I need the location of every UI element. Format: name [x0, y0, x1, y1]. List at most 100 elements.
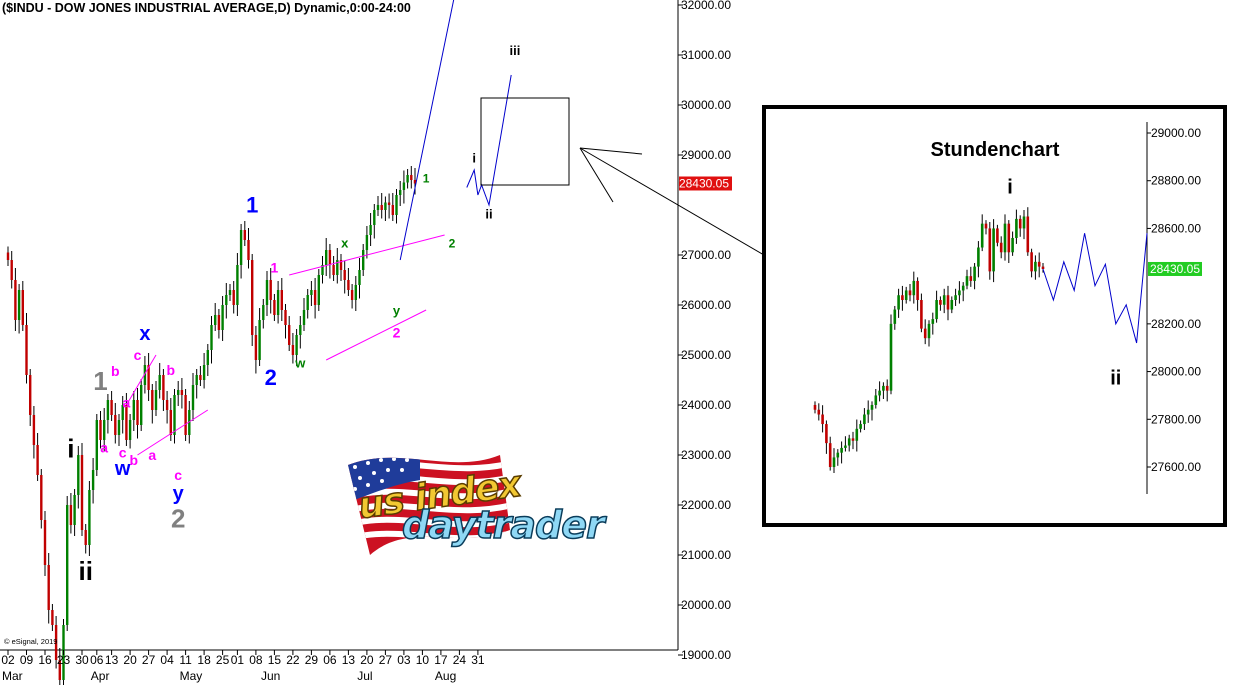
date-tick-label: 06 — [323, 653, 337, 667]
price-tick-label: 25000.00 — [681, 348, 731, 362]
candle-body — [184, 395, 187, 435]
inset-candle-body — [1003, 223, 1007, 253]
candle-body — [154, 390, 158, 410]
date-tick-label: 13 — [342, 653, 356, 667]
candle-body — [343, 270, 346, 280]
inset-candle-body — [1041, 266, 1045, 269]
price-tick-label: 21000.00 — [681, 548, 731, 562]
candle-body — [195, 375, 198, 385]
candle-body — [225, 295, 228, 305]
candle-body — [210, 325, 213, 350]
date-tick-label: 22 — [286, 653, 300, 667]
candle-body — [165, 400, 169, 410]
wave-label: 1 — [423, 172, 430, 186]
date-tick-label: 16 — [38, 653, 52, 667]
projection-line-main — [399, 0, 455, 261]
candle-body — [280, 290, 283, 310]
date-tick-label: 31 — [471, 653, 485, 667]
inset-candle-body — [874, 395, 878, 405]
date-tick-label: 13 — [105, 653, 119, 667]
inset-title: Stundenchart — [931, 139, 1060, 161]
candle-body — [43, 520, 47, 565]
candle-body — [288, 325, 291, 345]
date-tick-label: 25 — [216, 653, 230, 667]
wave-label: 2 — [171, 504, 185, 534]
month-label: Jul — [357, 669, 372, 683]
candle-body — [191, 385, 195, 410]
candle-body — [180, 390, 184, 395]
date-tick-label: 02 — [1, 653, 15, 667]
candle-body — [25, 325, 28, 375]
wave-label: b — [130, 452, 139, 468]
candle-body — [350, 290, 354, 300]
inset-candle-body — [1030, 252, 1033, 272]
inset-candle-body — [821, 414, 824, 425]
inset-candle-body — [1034, 261, 1037, 272]
candle-body — [243, 230, 246, 240]
inset-candle-body — [859, 424, 862, 429]
wave-label: 1 — [93, 366, 107, 396]
wave-label: iii — [509, 43, 520, 58]
candle-body — [251, 260, 254, 335]
chart-title: ($INDU - DOW JONES INDUSTRIAL AVERAGE,D)… — [2, 1, 411, 15]
date-tick-label: 27 — [379, 653, 393, 667]
channel-lower-1 — [137, 409, 209, 456]
wave-label: c — [174, 467, 182, 483]
inset-candle-body — [1022, 216, 1026, 229]
date-tick-label: 08 — [249, 653, 263, 667]
candle-body — [80, 455, 84, 530]
inset-candle-body — [825, 424, 828, 444]
candle-body — [302, 310, 306, 325]
inset-candle-body — [866, 409, 870, 415]
wave-label: a — [148, 447, 156, 463]
inset-wave-label: i — [1007, 176, 1013, 198]
date-tick-label: 10 — [416, 653, 430, 667]
candle-body — [228, 290, 232, 295]
candle-body — [69, 505, 73, 525]
inset-candle-body — [958, 290, 961, 296]
date-tick-label: 20 — [360, 653, 374, 667]
candle-body — [151, 390, 154, 410]
candle-body — [110, 400, 113, 415]
candle-body — [358, 270, 361, 285]
inset-candle-body — [870, 404, 874, 410]
candle-body — [188, 410, 191, 435]
candle-body — [336, 260, 339, 275]
inset-price-label: 27600.00 — [1151, 460, 1201, 474]
inset-candle-body — [980, 223, 984, 248]
wave-label: a — [123, 395, 131, 411]
wave-label: y — [393, 303, 401, 318]
candle-body — [147, 365, 150, 390]
candle-body — [84, 530, 87, 545]
candle-body — [114, 415, 117, 435]
inset-candle-body — [939, 300, 942, 305]
wave-label: ii — [78, 556, 92, 586]
date-tick-label: 15 — [268, 653, 282, 667]
candle-body — [21, 290, 24, 325]
candle-body — [106, 400, 110, 420]
candle-body — [40, 475, 43, 520]
candle-body — [354, 285, 357, 300]
candle-body — [291, 345, 295, 355]
date-tick-label: 03 — [397, 653, 411, 667]
candle-body — [169, 410, 172, 435]
candle-body — [66, 505, 69, 625]
inset-price-label: 27800.00 — [1151, 412, 1201, 426]
candle-body — [202, 365, 206, 380]
inset-candle-body — [996, 228, 999, 243]
candle-body — [254, 335, 258, 360]
wave-label: 2 — [449, 237, 456, 251]
wave-label: 2 — [393, 325, 401, 341]
inset-wave-label: ii — [1110, 367, 1121, 389]
inset-candle-body — [1026, 216, 1030, 253]
candle-body — [47, 565, 50, 610]
candle-body — [276, 290, 280, 315]
date-tick-label: 09 — [20, 653, 34, 667]
candle-body — [132, 400, 135, 420]
candle-body — [295, 335, 298, 355]
inset-candle-body — [1007, 223, 1011, 253]
candle-body — [247, 240, 250, 260]
candle-body — [306, 295, 309, 310]
copyright-text: © eSignal, 2019 — [4, 637, 57, 646]
